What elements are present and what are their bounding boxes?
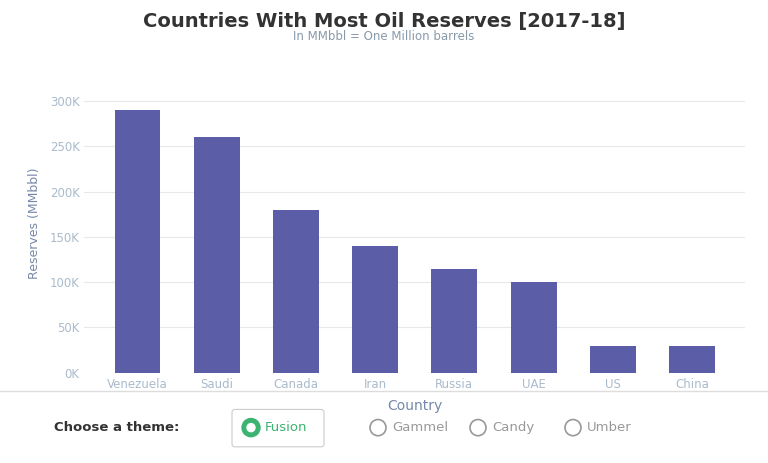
Bar — [273, 210, 319, 373]
Bar — [353, 246, 398, 373]
Bar — [432, 269, 477, 373]
Text: In MMbbl = One Million barrels: In MMbbl = One Million barrels — [293, 30, 475, 43]
Text: Umber: Umber — [587, 421, 632, 434]
Bar — [114, 110, 161, 373]
FancyBboxPatch shape — [232, 409, 324, 447]
Text: Choose a theme:: Choose a theme: — [54, 421, 179, 434]
Text: Gammel: Gammel — [392, 421, 448, 434]
Bar — [590, 345, 636, 373]
Y-axis label: Reserves (MMbbl): Reserves (MMbbl) — [28, 168, 41, 279]
Text: Countries With Most Oil Reserves [2017-18]: Countries With Most Oil Reserves [2017-1… — [143, 12, 625, 31]
Bar — [511, 282, 557, 373]
Bar — [194, 138, 240, 373]
Text: Fusion: Fusion — [265, 421, 307, 434]
Circle shape — [247, 424, 255, 432]
X-axis label: Country: Country — [387, 399, 442, 413]
Text: Candy: Candy — [492, 421, 535, 434]
Bar — [669, 345, 715, 373]
Circle shape — [242, 419, 260, 437]
